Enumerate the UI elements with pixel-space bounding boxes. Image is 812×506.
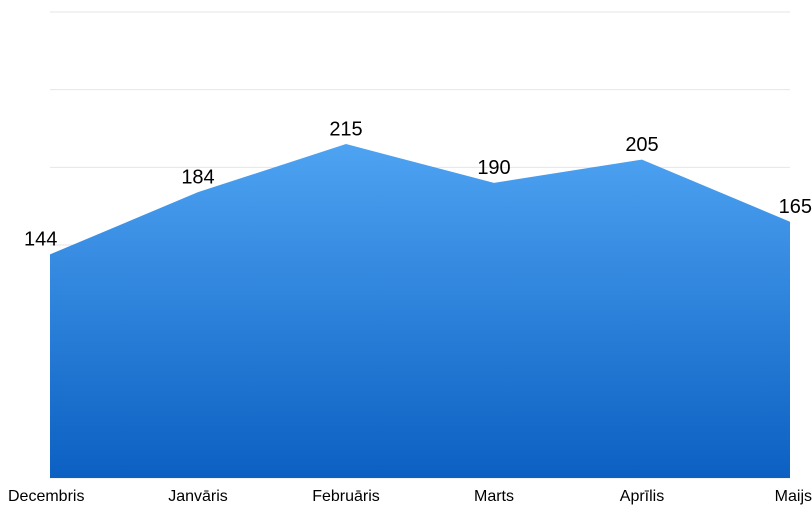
x-tick-label: Decembris (8, 488, 84, 505)
data-label: 205 (625, 134, 658, 156)
area-layer (50, 144, 790, 479)
data-label: 215 (329, 118, 362, 140)
x-tick-label: Aprīlis (620, 488, 664, 505)
x-tick-label: Marts (474, 488, 514, 505)
data-label: 190 (477, 157, 510, 179)
data-label: 144 (24, 229, 57, 251)
data-label: 165 (779, 196, 812, 218)
x-tick-label: Februāris (312, 488, 380, 505)
labels: 144 184 215 190 205 165 Decembris Janvāris Febru… (8, 118, 812, 505)
data-label: 184 (181, 166, 214, 188)
area (50, 144, 790, 479)
x-tick-label: Janvāris (168, 488, 228, 505)
x-tick-label: Maijs (775, 488, 812, 505)
